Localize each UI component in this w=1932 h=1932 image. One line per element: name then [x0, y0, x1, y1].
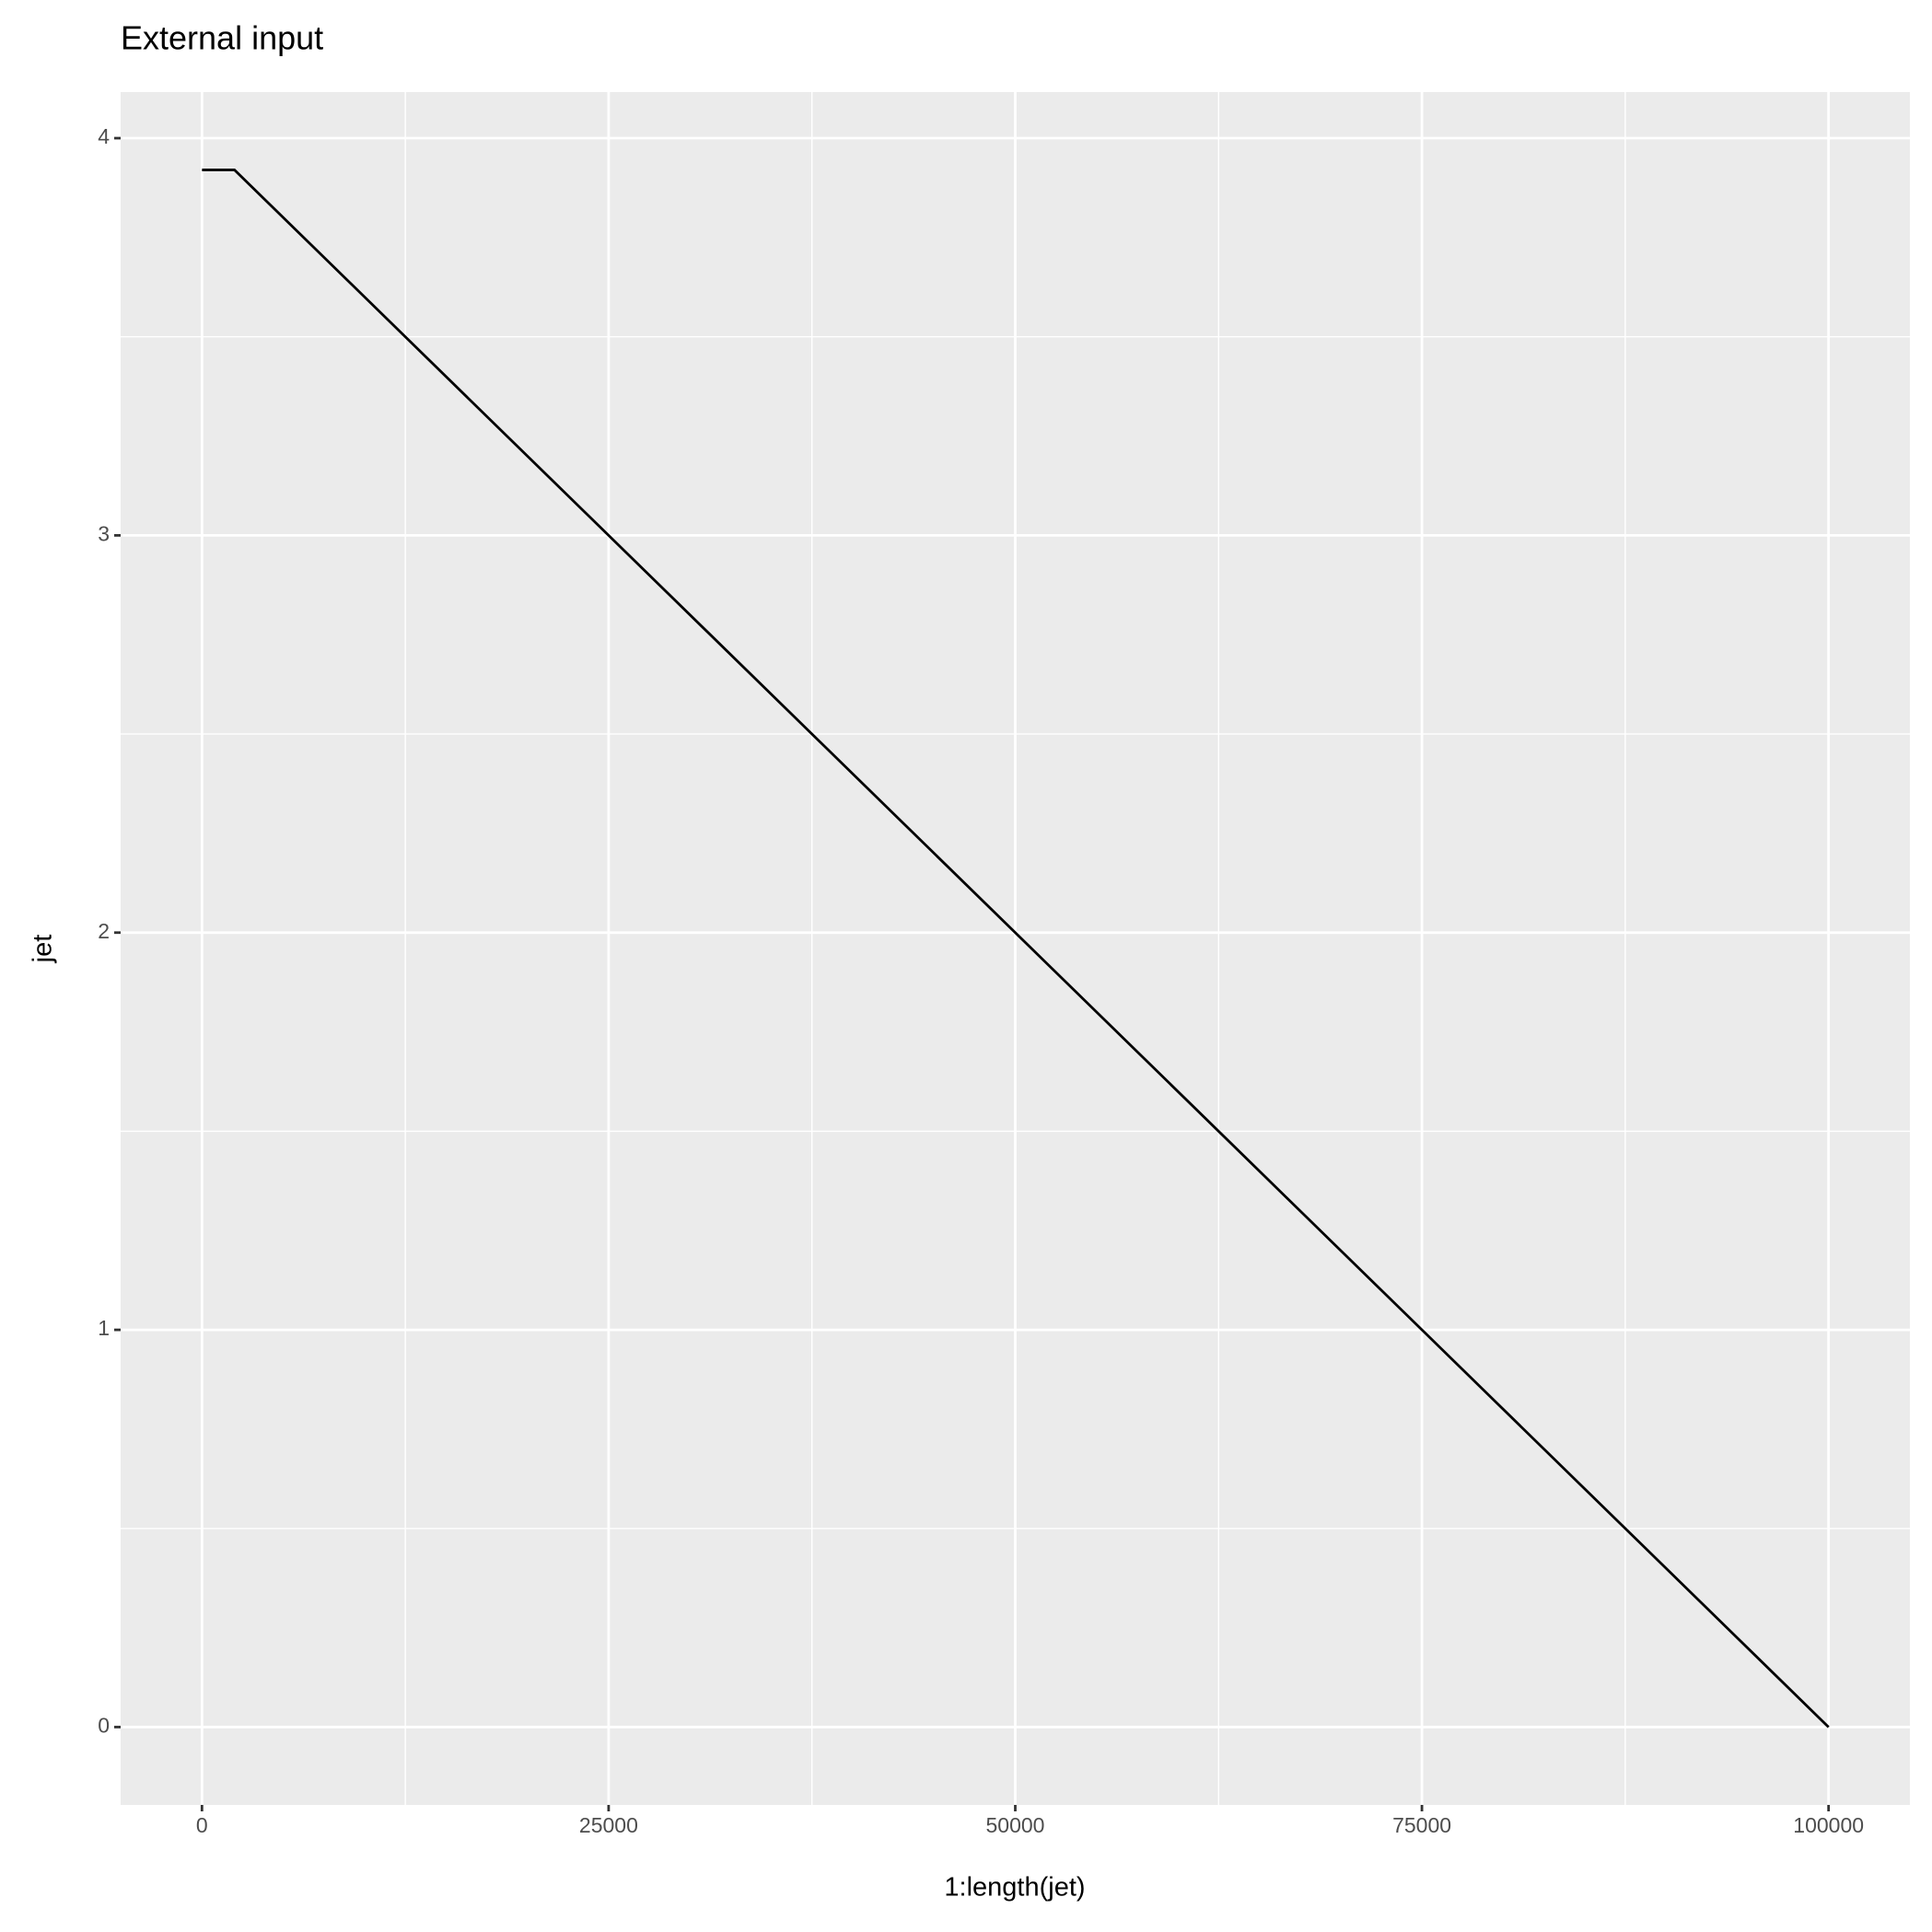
x-tick-label: 100000 — [1793, 1813, 1864, 1837]
y-axis-title: jet — [29, 935, 58, 964]
y-tick-label: 2 — [98, 919, 110, 943]
y-tick-label: 0 — [98, 1714, 110, 1738]
x-tick-label: 25000 — [579, 1813, 638, 1837]
y-tick-label: 3 — [98, 521, 110, 545]
x-axis-title: 1:length(jet) — [944, 1873, 1085, 1903]
line-series — [202, 169, 1830, 1728]
y-tick-label: 1 — [98, 1316, 110, 1340]
chart-title: External input — [121, 19, 323, 57]
x-tick-label: 50000 — [986, 1813, 1045, 1837]
y-tick-label: 4 — [98, 124, 110, 148]
x-tick-label: 75000 — [1392, 1813, 1451, 1837]
x-tick-label: 0 — [196, 1813, 208, 1837]
